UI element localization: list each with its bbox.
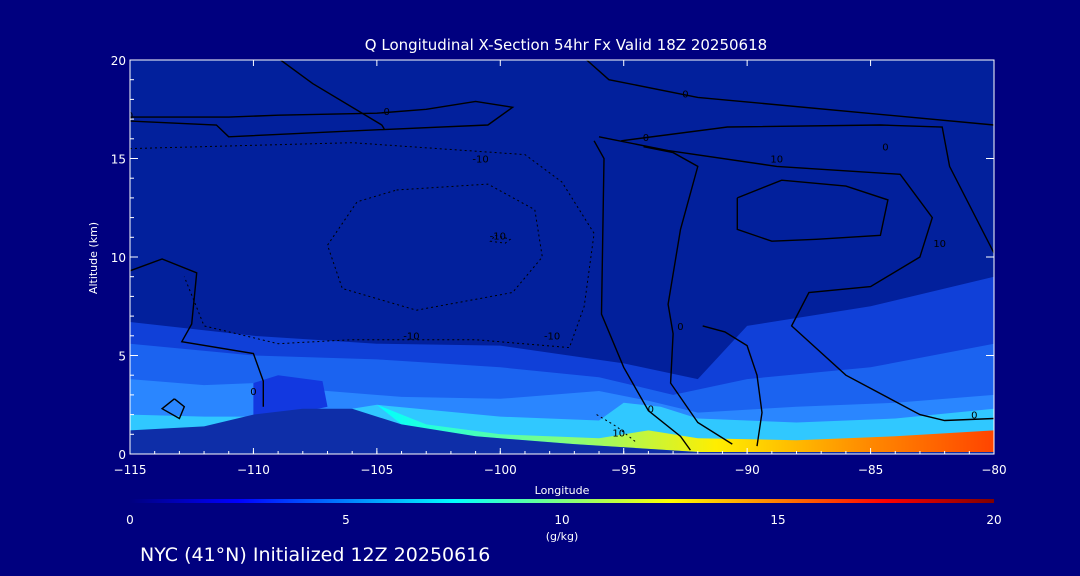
- x-tick-label: −80: [981, 463, 1006, 477]
- y-tick-label: 15: [111, 153, 126, 167]
- contour-lines: [130, 60, 994, 451]
- x-tick-label: −110: [237, 463, 270, 477]
- contour-0-east: [702, 325, 763, 447]
- contour-0-west: [130, 258, 264, 407]
- dry-pocket: [253, 375, 328, 415]
- y-axis-label: Altitude (km): [87, 222, 100, 294]
- contour-labels: 0 0 0 0 0 0 0 0 10 10 10 -10 -10 -10 -10 0: [127, 89, 977, 439]
- contour-label: 10: [770, 154, 783, 165]
- contour-label: 0: [127, 111, 133, 122]
- x-tick-label: −95: [611, 463, 636, 477]
- moisture-field: [130, 276, 994, 454]
- contour-neg10-core: [489, 234, 512, 244]
- colorbar-tick-label: 10: [554, 513, 569, 527]
- contour-loop-small: [160, 398, 186, 420]
- colorbar-tick-label: 20: [986, 513, 1001, 527]
- contour-0-central: [593, 140, 691, 451]
- y-tick-label: 10: [111, 251, 126, 265]
- colorbar-tick-label: 0: [126, 513, 134, 527]
- y-axis: 0 5 10 15 20: [111, 54, 994, 462]
- contour-0-ne: [586, 60, 994, 126]
- surface-moisture: [376, 404, 994, 452]
- contour-label: -10: [472, 154, 488, 165]
- contour-label: -10: [403, 332, 419, 343]
- y-tick-label: 20: [111, 54, 126, 68]
- contour-10-inner: [598, 136, 994, 422]
- contour-neg10-outer: [130, 142, 595, 349]
- colorbar: 0 5 10 15 20 (g/kg): [126, 499, 1002, 543]
- contour-label: -10: [544, 332, 560, 343]
- contour-label: 0: [682, 89, 688, 100]
- contour-0-upper: [280, 60, 385, 130]
- colorbar-label: (g/kg): [546, 530, 579, 543]
- contour-label: 0: [971, 411, 977, 422]
- x-tick-label: −105: [360, 463, 393, 477]
- contour-10-outer: [621, 124, 994, 254]
- colorbar-tick-label: 5: [342, 513, 350, 527]
- contour-10-closed: [736, 179, 889, 242]
- contour-label: 0: [384, 107, 390, 118]
- chart-title: Q Longitudinal X-Section 54hr Fx Valid 1…: [365, 36, 767, 54]
- terrain-area: [130, 408, 994, 454]
- x-tick-label: −100: [484, 463, 517, 477]
- contour-label: 0: [250, 387, 256, 398]
- contour-label: 0: [677, 322, 683, 333]
- x-tick-label: −115: [114, 463, 147, 477]
- contour-label: 0: [643, 133, 649, 144]
- y-tick-label: 5: [118, 350, 126, 364]
- colorbar-gradient: [130, 499, 994, 503]
- x-tick-label: −85: [858, 463, 883, 477]
- contour-label: 10: [612, 428, 625, 439]
- contour-label: 0: [882, 143, 888, 154]
- contour-0-top: [130, 100, 515, 138]
- contour-0-b: [643, 146, 733, 445]
- colorbar-tick-label: 15: [770, 513, 785, 527]
- contour-neg10-inner: [326, 183, 543, 311]
- plot-area: 0 0 0 0 0 0 0 0 10 10 10 -10 -10 -10 -10 0: [127, 60, 994, 454]
- footer-text: NYC (41°N) Initialized 12Z 20250616: [140, 544, 490, 566]
- x-axis-label: Longitude: [535, 484, 590, 497]
- y-tick-label: 0: [118, 448, 126, 462]
- contour-label: -10: [490, 231, 506, 242]
- colorbar-ticks: 0 5 10 15 20: [126, 513, 1001, 527]
- contour-label: 0: [648, 405, 654, 416]
- x-tick-label: −90: [734, 463, 759, 477]
- contour-label: 10: [933, 239, 946, 250]
- x-axis: −115 −110 −105 −100 −95 −90 −85 −80: [114, 60, 1007, 477]
